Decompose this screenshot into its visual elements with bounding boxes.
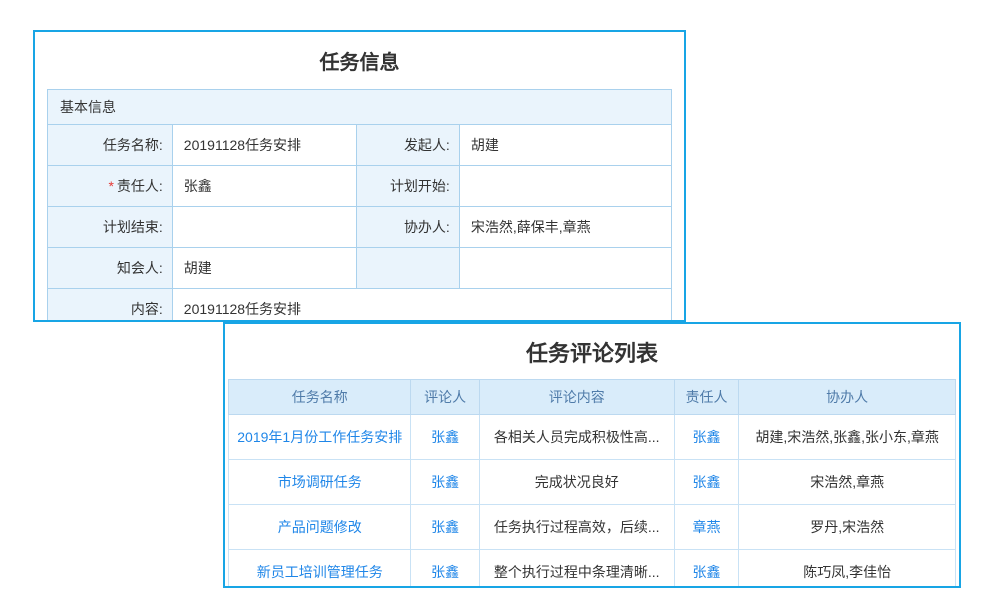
field-label-content: 内容: xyxy=(47,288,173,320)
required-asterisk: * xyxy=(108,178,114,194)
field-value-informed: 胡建 xyxy=(171,247,357,289)
field-value-assistants: 宋浩然,薛保丰,章燕 xyxy=(458,206,673,248)
field-value-plan-end xyxy=(171,206,357,248)
task-info-panel: 任务信息 基本信息 任务名称: 20191128任务安排 发起人: 胡建 * 责任… xyxy=(33,30,686,322)
field-value-content: 20191128任务安排 xyxy=(171,288,673,320)
field-label-assistants: 协办人: xyxy=(355,206,460,248)
field-label-task-name: 任务名称: xyxy=(47,124,173,166)
column-header-commenter: 评论人 xyxy=(410,379,480,415)
comments-title: 任务评论列表 xyxy=(525,341,658,366)
field-value-task-name: 20191128任务安排 xyxy=(171,124,357,166)
owner-link[interactable]: 张鑫 xyxy=(692,564,721,580)
field-label-informed: 知会人: xyxy=(47,247,173,289)
form-row-task-name: 任务名称: 20191128任务安排 发起人: 胡建 xyxy=(47,124,673,166)
assistants-text: 宋浩然,章燕 xyxy=(738,459,956,505)
task-name-link[interactable]: 新员工培训管理任务 xyxy=(256,564,383,580)
assistants-text: 罗丹,宋浩然 xyxy=(738,504,956,550)
group-header-basic-info: 基本信息 xyxy=(47,89,672,125)
commenter-link[interactable]: 张鑫 xyxy=(431,429,460,445)
column-header-owner: 责任人 xyxy=(673,379,740,415)
owner-link[interactable]: 章燕 xyxy=(692,519,721,535)
form-row-content: 内容: 20191128任务安排 xyxy=(47,288,673,320)
comment-row: 2019年1月份工作任务安排 张鑫 各相关人员完成积极性高... 张鑫 胡建,宋… xyxy=(227,414,956,460)
comment-text: 完成状况良好 xyxy=(478,459,675,505)
task-name-link[interactable]: 市场调研任务 xyxy=(277,474,362,490)
field-label-plan-start: 计划开始: xyxy=(355,165,460,207)
assistants-text: 陈巧凤,李佳怡 xyxy=(738,549,956,586)
form-row-informed: 知会人: 胡建 xyxy=(47,247,673,289)
comment-row: 市场调研任务 张鑫 完成状况良好 张鑫 宋浩然,章燕 xyxy=(227,459,956,505)
commenter-link[interactable]: 张鑫 xyxy=(431,519,460,535)
form-row-owner: * 责任人: 张鑫 计划开始: xyxy=(47,165,673,207)
comments-header-row: 任务名称 评论人 评论内容 责任人 协办人 xyxy=(227,379,956,415)
field-label-initiator: 发起人: xyxy=(355,124,460,166)
field-label-owner-text: 责任人: xyxy=(116,178,163,194)
field-value-empty xyxy=(458,247,673,289)
column-header-comment: 评论内容 xyxy=(478,379,675,415)
comment-text: 任务执行过程高效，后续... xyxy=(478,504,675,550)
task-comments-table: 任务名称 评论人 评论内容 责任人 协办人 2019年1月份工作任务安排 张鑫 … xyxy=(227,379,956,586)
field-label-empty xyxy=(355,247,460,289)
task-name-link[interactable]: 2019年1月份工作任务安排 xyxy=(237,429,403,445)
owner-link[interactable]: 张鑫 xyxy=(692,474,721,490)
column-header-task-name: 任务名称 xyxy=(227,379,412,415)
comment-text: 各相关人员完成积极性高... xyxy=(478,414,675,460)
field-value-plan-start xyxy=(458,165,673,207)
owner-link[interactable]: 张鑫 xyxy=(692,429,721,445)
task-info-table: 基本信息 任务名称: 20191128任务安排 发起人: 胡建 * 责任人: 张鑫… xyxy=(47,89,673,320)
commenter-link[interactable]: 张鑫 xyxy=(431,564,460,580)
comment-row: 新员工培训管理任务 张鑫 整个执行过程中条理清晰... 张鑫 陈巧凤,李佳怡 xyxy=(227,549,956,586)
task-comments-panel: 任务评论列表 任务名称 评论人 评论内容 责任人 协办人 2019年1月份工作任… xyxy=(223,322,961,588)
form-row-plan-end: 计划结束: 协办人: 宋浩然,薛保丰,章燕 xyxy=(47,206,673,248)
commenter-link[interactable]: 张鑫 xyxy=(431,474,460,490)
assistants-text: 胡建,宋浩然,张鑫,张小东,章燕 xyxy=(738,414,956,460)
comment-text: 整个执行过程中条理清晰... xyxy=(478,549,675,586)
field-label-plan-end: 计划结束: xyxy=(47,206,173,248)
field-label-owner: * 责任人: xyxy=(47,165,173,207)
field-value-initiator: 胡建 xyxy=(458,124,673,166)
task-name-link[interactable]: 产品问题修改 xyxy=(277,519,362,535)
group-header-row: 基本信息 xyxy=(47,89,672,125)
field-value-owner: 张鑫 xyxy=(171,165,357,207)
comment-row: 产品问题修改 张鑫 任务执行过程高效，后续... 章燕 罗丹,宋浩然 xyxy=(227,504,956,550)
task-info-title: 任务信息 xyxy=(319,52,400,74)
column-header-assistants: 协办人 xyxy=(738,379,956,415)
